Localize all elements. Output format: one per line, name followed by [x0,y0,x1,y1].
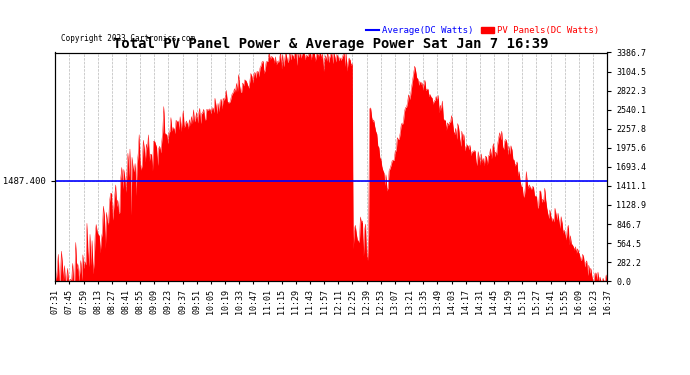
Title: Total PV Panel Power & Average Power Sat Jan 7 16:39: Total PV Panel Power & Average Power Sat… [113,38,549,51]
Legend: Average(DC Watts), PV Panels(DC Watts): Average(DC Watts), PV Panels(DC Watts) [362,23,602,39]
Text: Copyright 2023 Cartronics.com: Copyright 2023 Cartronics.com [61,34,195,44]
